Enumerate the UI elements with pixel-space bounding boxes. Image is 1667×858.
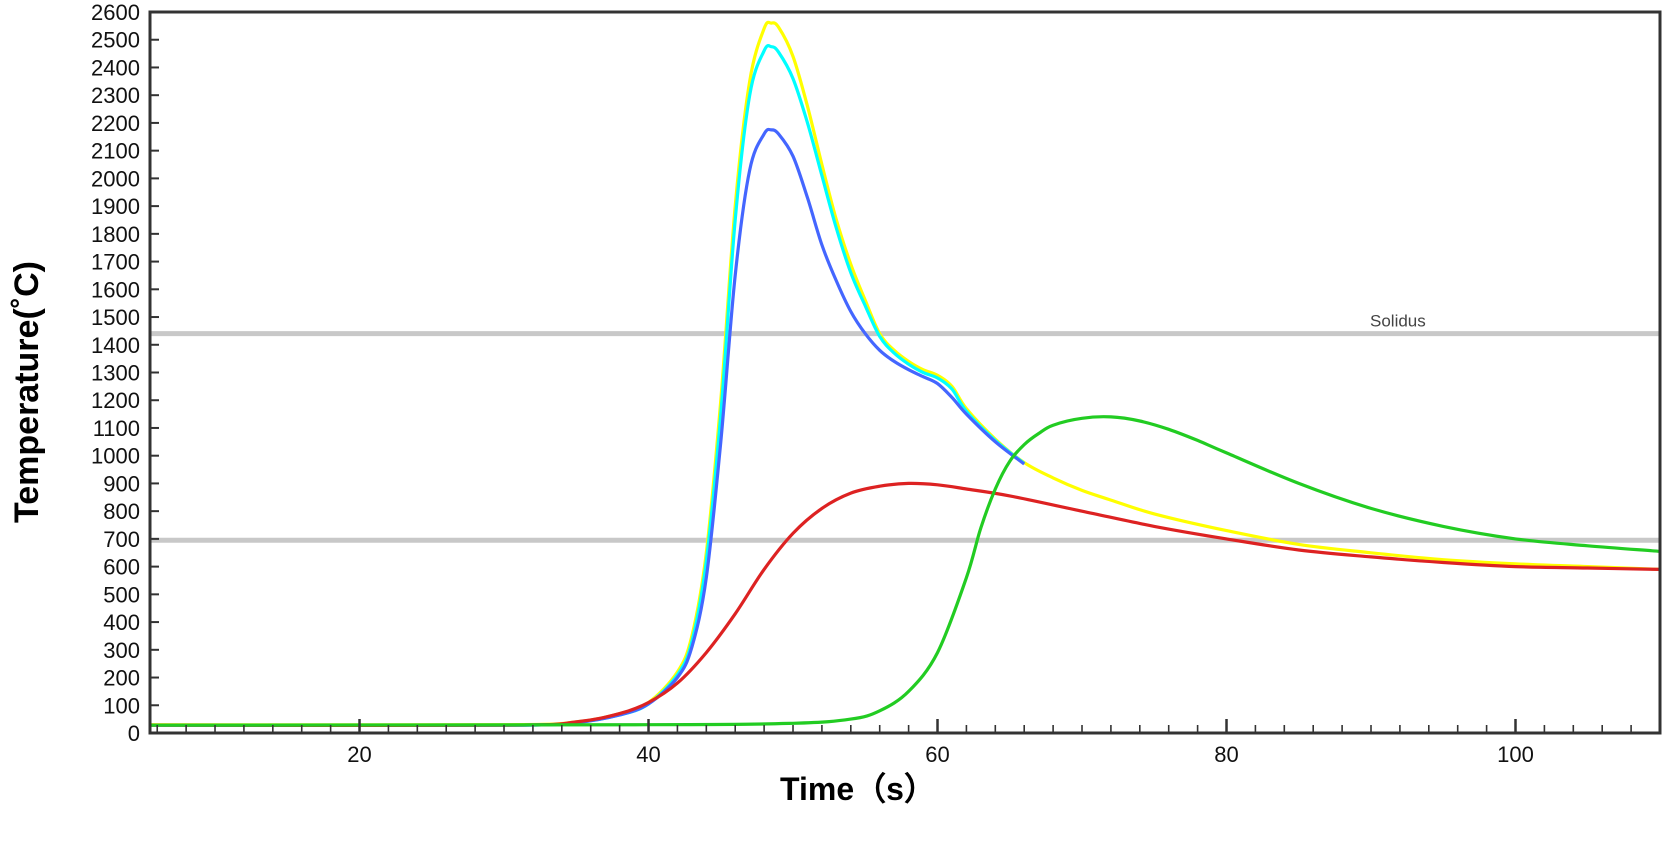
x-tick-label-40: 40 [636, 742, 660, 767]
y-tick-label-2600: 2600 [91, 0, 140, 25]
x-tick-label-20: 20 [347, 742, 371, 767]
reference-line-label-0: Solidus [1370, 312, 1426, 331]
reference-lines: Solidus [150, 312, 1660, 543]
x-axis-title: Time（s） [780, 771, 936, 807]
y-tick-label-1700: 1700 [91, 250, 140, 275]
y-tick-label-1400: 1400 [91, 333, 140, 358]
y-tick-label-100: 100 [103, 693, 140, 718]
x-tick-label-80: 80 [1214, 742, 1238, 767]
x-tick-label-100: 100 [1497, 742, 1534, 767]
y-tick-label-1500: 1500 [91, 305, 140, 330]
y-tick-label-2500: 2500 [91, 28, 140, 53]
y-tick-label-700: 700 [103, 527, 140, 552]
y-tick-label-2200: 2200 [91, 111, 140, 136]
y-tick-label-300: 300 [103, 638, 140, 663]
y-tick-label-1100: 1100 [93, 416, 140, 441]
y-tick-label-200: 200 [103, 666, 140, 691]
plot-frame [148, 10, 1662, 735]
tick-layer: 0100200300400500600700800900100011001200… [91, 0, 1661, 767]
y-tick-label-2400: 2400 [91, 55, 140, 80]
series-layer [149, 20, 1661, 728]
y-tick-label-2300: 2300 [91, 83, 140, 108]
y-tick-label-1300: 1300 [91, 361, 140, 386]
y-tick-label-1600: 1600 [91, 277, 140, 302]
y-tick-label-1000: 1000 [91, 444, 140, 469]
series-line-4 [149, 415, 1661, 727]
y-tick-label-900: 900 [103, 471, 140, 496]
y-tick-label-0: 0 [128, 721, 140, 746]
y-tick-label-1800: 1800 [91, 222, 140, 247]
y-tick-label-600: 600 [103, 555, 140, 580]
y-tick-label-500: 500 [103, 582, 140, 607]
series-line-0 [149, 20, 1661, 727]
series-line-2 [149, 127, 1026, 728]
y-tick-label-1200: 1200 [91, 388, 140, 413]
y-tick-label-1900: 1900 [91, 194, 140, 219]
y-tick-label-800: 800 [103, 499, 140, 524]
series-line-3 [149, 481, 1661, 728]
series-line-1 [149, 44, 1026, 728]
y-tick-label-2100: 2100 [91, 139, 140, 164]
y-tick-label-400: 400 [103, 610, 140, 635]
x-tick-label-60: 60 [925, 742, 949, 767]
y-axis-title: Temperature(˚C) [8, 261, 46, 523]
y-tick-label-2000: 2000 [91, 166, 140, 191]
